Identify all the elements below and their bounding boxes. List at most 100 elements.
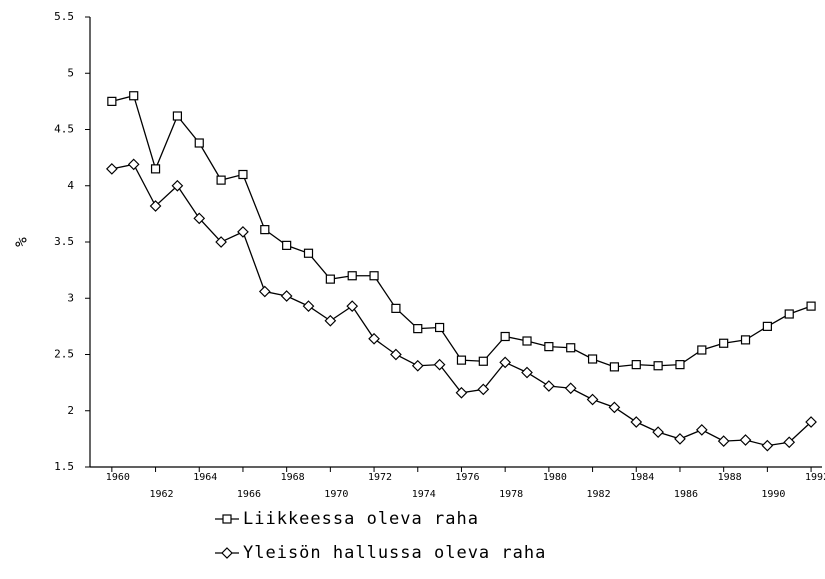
x-tick-label: 1960 — [106, 472, 130, 483]
point — [216, 175, 226, 185]
point — [129, 91, 139, 101]
point — [543, 380, 555, 392]
point — [237, 226, 249, 238]
legend-label: Yleisön hallussa oleva raha — [243, 543, 546, 563]
y-tick-label: 5 — [67, 66, 74, 79]
point — [346, 300, 359, 312]
point — [783, 436, 796, 449]
point — [586, 393, 599, 406]
point — [411, 359, 424, 372]
point — [347, 271, 357, 281]
point — [391, 303, 401, 313]
point — [478, 356, 488, 366]
x-tick-label: 1968 — [281, 472, 305, 483]
point — [477, 383, 490, 396]
x-tick-label: 1986 — [674, 489, 698, 500]
series-line — [111, 94, 812, 368]
point — [280, 290, 293, 302]
point — [324, 314, 337, 327]
x-tick-label: 1982 — [587, 489, 611, 500]
x-tick-label: 1978 — [499, 489, 523, 500]
point — [171, 179, 184, 192]
point — [675, 360, 685, 370]
point — [149, 200, 162, 212]
x-tick-label: 1976 — [455, 472, 479, 483]
y-tick-label: 2 — [67, 404, 74, 417]
point — [631, 360, 641, 370]
point — [719, 338, 729, 348]
point — [455, 386, 468, 399]
point — [630, 416, 643, 428]
point — [521, 366, 533, 379]
legend-marker — [221, 547, 233, 559]
x-tick-label: 1988 — [718, 472, 742, 483]
point — [413, 324, 423, 334]
point — [608, 401, 621, 414]
point — [150, 164, 161, 174]
x-tick-label: 1964 — [193, 472, 217, 483]
legend-label: Liikkeessa oleva raha — [243, 509, 479, 529]
point — [566, 343, 576, 353]
x-tick-label: 1970 — [324, 489, 348, 500]
y-tick-label: 5.5 — [54, 10, 74, 23]
point — [652, 426, 664, 438]
point — [127, 158, 140, 171]
x-tick-label: 1974 — [412, 489, 436, 500]
point — [194, 138, 204, 148]
point — [695, 424, 708, 436]
point — [762, 321, 772, 331]
point — [325, 274, 335, 284]
point — [106, 163, 118, 175]
point — [369, 271, 379, 281]
point — [193, 212, 206, 225]
y-tick-label: 4.5 — [54, 123, 74, 136]
point — [390, 348, 402, 361]
point — [674, 433, 686, 445]
x-tick-label: 1966 — [237, 489, 261, 500]
point — [740, 335, 751, 345]
y-tick-label: 3 — [67, 291, 74, 304]
point — [564, 382, 577, 395]
y-tick-label: 2.5 — [54, 348, 74, 361]
point — [806, 301, 816, 311]
y-tick-label: 4 — [67, 179, 74, 192]
x-tick-label: 1992 — [805, 472, 825, 483]
legend-marker — [222, 514, 232, 524]
y-tick-label: 3.5 — [54, 235, 74, 248]
x-tick-label: 1962 — [150, 489, 174, 500]
point — [302, 300, 315, 312]
x-tick-label: 1990 — [761, 489, 785, 500]
x-tick-label: 1972 — [368, 472, 392, 483]
point — [433, 358, 446, 371]
x-tick-label: 1984 — [630, 472, 654, 483]
point — [587, 354, 598, 364]
y-axis-label: % — [12, 237, 31, 247]
y-tick-label: 1.5 — [54, 460, 74, 473]
point — [172, 111, 183, 121]
point — [544, 342, 554, 352]
point — [303, 248, 314, 258]
point — [653, 361, 663, 371]
point — [522, 336, 532, 346]
point — [697, 345, 707, 355]
point — [435, 322, 445, 333]
point — [215, 236, 227, 248]
point — [238, 169, 248, 180]
point — [499, 356, 512, 369]
point — [368, 332, 380, 345]
point — [260, 225, 270, 235]
point — [717, 435, 730, 447]
point — [609, 362, 620, 372]
point — [784, 309, 794, 319]
point — [761, 439, 774, 452]
x-tick-label: 1980 — [543, 472, 567, 483]
point — [258, 285, 271, 298]
point — [805, 416, 817, 428]
point — [282, 240, 292, 250]
point — [739, 434, 752, 446]
point — [500, 331, 510, 342]
series-line — [111, 163, 812, 447]
point — [456, 355, 467, 365]
point — [107, 96, 117, 106]
